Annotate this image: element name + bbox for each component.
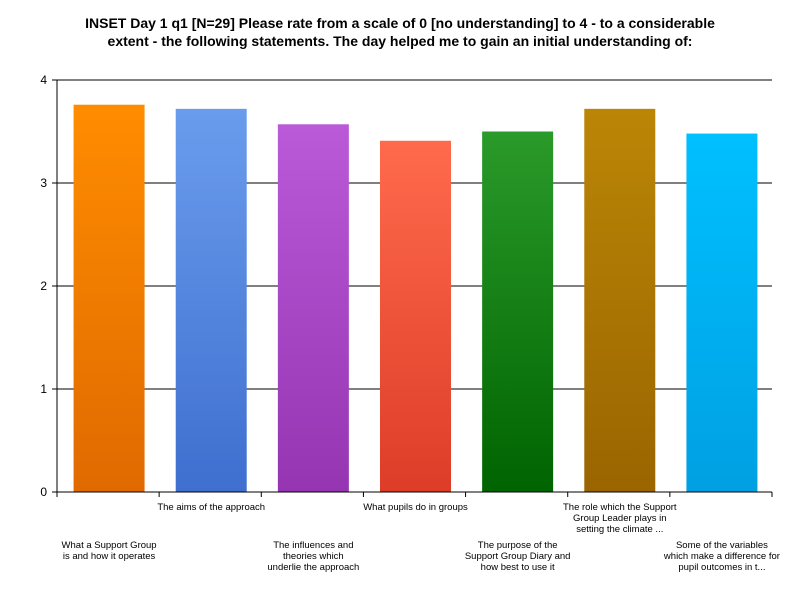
chart-title-line-2: extent - the following statements. The d… <box>107 33 693 49</box>
x-category-label: What pupils do in groups <box>363 502 468 513</box>
x-category-label-line: What pupils do in groups <box>363 502 468 513</box>
x-category-label: The purpose of the Support Group Diary an… <box>465 540 571 573</box>
y-tick-label: 4 <box>40 73 47 87</box>
x-category-label: The aims of the approach <box>157 502 265 513</box>
x-category-label-line: The purpose of the <box>478 540 558 551</box>
bar <box>482 131 554 492</box>
y-tick-label: 1 <box>40 382 47 396</box>
x-category-label-line: The influences and <box>273 540 353 551</box>
bar <box>277 124 349 492</box>
chart-title-line-1: INSET Day 1 q1 [N=29] Please rate from a… <box>85 15 715 31</box>
x-category-label-line: Some of the variables <box>676 540 768 551</box>
bar <box>175 108 247 492</box>
x-category-label-line: theories which <box>283 551 344 562</box>
x-category-label-line: which make a difference for <box>663 551 780 562</box>
x-category-label-line: Support Group Diary and <box>465 551 571 562</box>
x-category-label-line: is and how it operates <box>63 551 156 562</box>
x-category-label-line: pupil outcomes in t... <box>678 562 765 573</box>
x-category-label: What a Support Group is and how it operat… <box>62 540 157 562</box>
y-tick-label: 0 <box>40 485 47 499</box>
x-category-label-line: The aims of the approach <box>157 502 265 513</box>
x-category-label: The influences and theories which underlie… <box>267 540 359 573</box>
x-category-label: Some of the variables which make a differ… <box>663 540 780 573</box>
x-category-label-line: underlie the approach <box>267 562 359 573</box>
x-category-label-line: setting the climate ... <box>576 524 663 535</box>
bar <box>73 104 145 492</box>
chart-title: INSET Day 1 q1 [N=29] Please rate from a… <box>0 14 800 50</box>
bar <box>380 140 451 492</box>
y-tick-label: 3 <box>40 176 47 190</box>
bar <box>686 133 758 492</box>
x-category-label-line: What a Support Group <box>62 540 157 551</box>
x-category-label-line: Group Leader plays in <box>573 513 666 524</box>
x-category-label-line: The role which the Support <box>563 502 677 513</box>
bar <box>584 108 656 492</box>
y-tick-label: 2 <box>40 279 47 293</box>
x-category-label: The role which the Support Group Leader p… <box>563 502 677 535</box>
x-category-label-line: how best to use it <box>481 562 555 573</box>
